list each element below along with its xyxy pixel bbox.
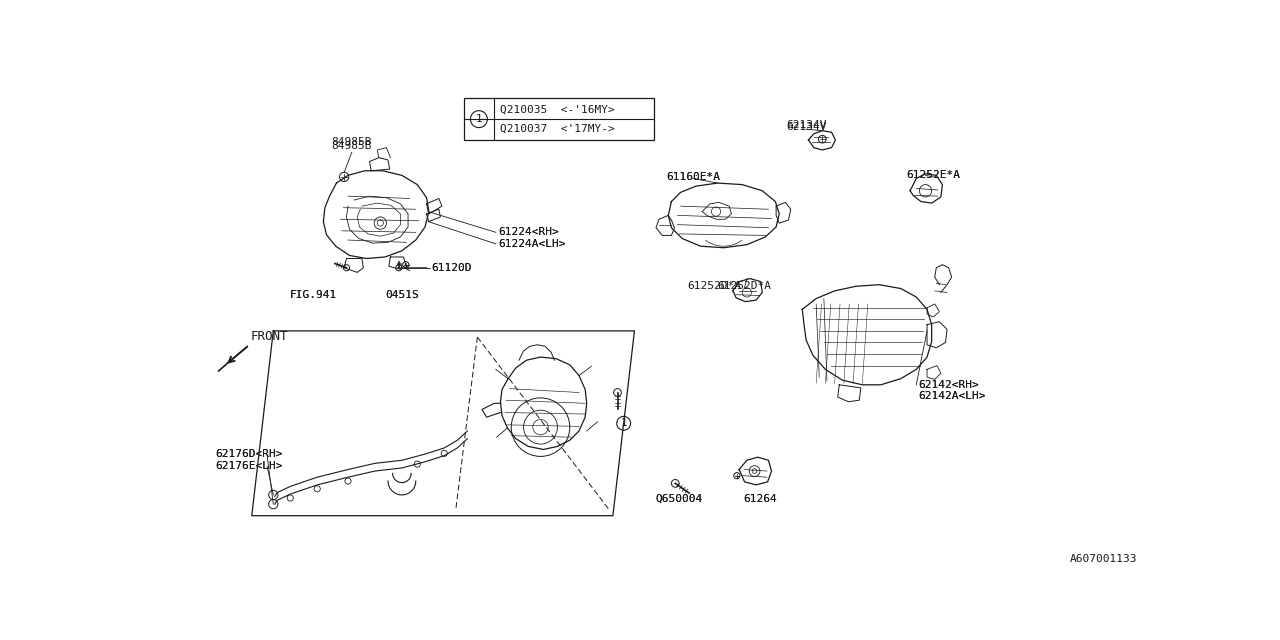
Text: 61252E*A: 61252E*A bbox=[906, 170, 960, 180]
Text: 1: 1 bbox=[476, 114, 483, 124]
Bar bbox=[463, 99, 654, 140]
Text: 62176D<RH>: 62176D<RH> bbox=[215, 449, 283, 459]
Text: 61224<RH>: 61224<RH> bbox=[498, 227, 559, 237]
Text: 61160E*A: 61160E*A bbox=[666, 172, 719, 182]
Text: FRONT: FRONT bbox=[251, 330, 288, 343]
Text: 61160E*A: 61160E*A bbox=[666, 172, 719, 182]
Text: 62142<RH>: 62142<RH> bbox=[918, 380, 978, 390]
Text: 84985B: 84985B bbox=[332, 141, 372, 151]
Text: 61120D: 61120D bbox=[431, 263, 471, 273]
Text: 61224<RH>: 61224<RH> bbox=[498, 227, 559, 237]
Text: 84985B: 84985B bbox=[332, 137, 372, 147]
Text: 62142<RH>: 62142<RH> bbox=[918, 380, 978, 390]
Text: 61224A<LH>: 61224A<LH> bbox=[498, 239, 566, 249]
Text: A607001133: A607001133 bbox=[1070, 554, 1137, 564]
Text: 62176E<LH>: 62176E<LH> bbox=[215, 461, 283, 472]
Text: 61252D*A: 61252D*A bbox=[687, 281, 741, 291]
Text: Q650004: Q650004 bbox=[655, 494, 703, 504]
Text: 62134V: 62134V bbox=[786, 122, 827, 132]
Text: 62142A<LH>: 62142A<LH> bbox=[918, 391, 986, 401]
Text: 62142A<LH>: 62142A<LH> bbox=[918, 391, 986, 401]
Text: Q210035  <-'16MY>: Q210035 <-'16MY> bbox=[500, 104, 616, 115]
Text: Q210037  <'17MY->: Q210037 <'17MY-> bbox=[500, 124, 616, 134]
Text: 61252E*A: 61252E*A bbox=[906, 170, 960, 180]
Text: 61252D*A: 61252D*A bbox=[718, 281, 772, 291]
Text: 62176E<LH>: 62176E<LH> bbox=[215, 461, 283, 472]
Text: 61120D: 61120D bbox=[431, 263, 471, 273]
Text: 0451S: 0451S bbox=[385, 291, 419, 301]
Text: 1: 1 bbox=[621, 419, 627, 428]
Text: 61264: 61264 bbox=[744, 494, 777, 504]
Text: FIG.941: FIG.941 bbox=[289, 291, 337, 301]
Text: 0451S: 0451S bbox=[385, 291, 419, 301]
Text: Q650004: Q650004 bbox=[655, 494, 703, 504]
Text: 62134V: 62134V bbox=[786, 120, 827, 129]
Text: 61224A<LH>: 61224A<LH> bbox=[498, 239, 566, 249]
Text: 61264: 61264 bbox=[744, 494, 777, 504]
Text: FIG.941: FIG.941 bbox=[289, 291, 337, 301]
Text: 62176D<RH>: 62176D<RH> bbox=[215, 449, 283, 459]
